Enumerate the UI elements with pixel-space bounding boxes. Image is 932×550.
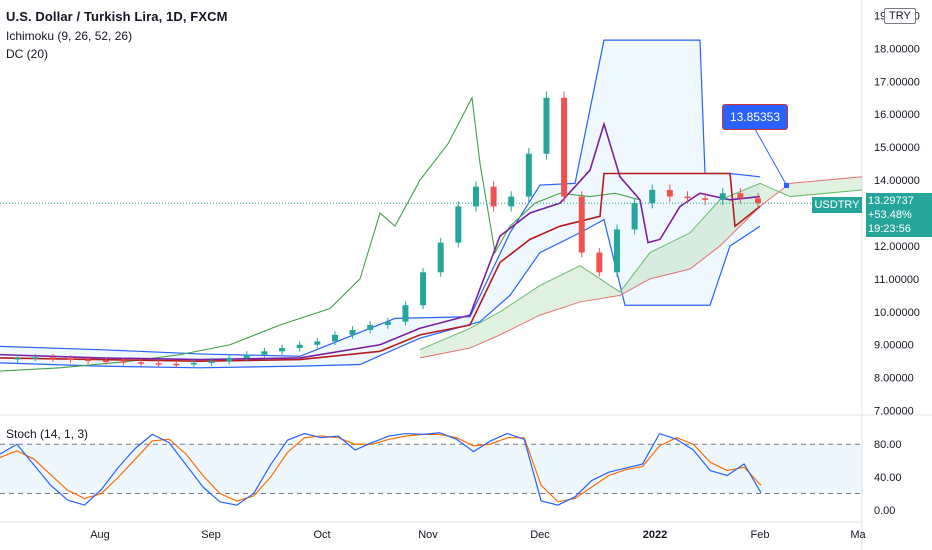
- stoch-band-fill: [0, 444, 862, 494]
- date-tick-label: Oct: [313, 529, 330, 541]
- ichimoku-span-a: [419, 182, 863, 351]
- price-tick-label: 18.00000: [874, 43, 920, 55]
- candle-body: [666, 189, 673, 197]
- candle-body: [437, 242, 444, 273]
- date-tick-label: Aug: [90, 529, 110, 541]
- currency-tag[interactable]: TRY: [884, 8, 916, 24]
- candle-body: [261, 351, 268, 355]
- price-tick-label: 7.00000: [874, 406, 914, 418]
- last-price-label: 13.29737 +53.48% 19:23:56: [866, 193, 932, 237]
- ichimoku-cloud: [420, 176, 862, 358]
- stoch-k-line: [0, 432, 762, 506]
- candle-body: [349, 329, 356, 335]
- donchian-upper-line: [0, 39, 761, 357]
- price-tick-label: 17.00000: [874, 76, 920, 88]
- last-price-value: 13.29737: [868, 195, 914, 207]
- candle-body: [49, 357, 56, 359]
- candle-body: [455, 206, 462, 243]
- candle-body: [190, 362, 197, 365]
- candle-body: [490, 186, 497, 207]
- candle-body: [314, 341, 321, 345]
- candle-body: [367, 324, 374, 330]
- candle-body: [331, 334, 338, 342]
- candle-body: [719, 193, 726, 200]
- candle-body: [508, 196, 515, 207]
- ichimoku-legend[interactable]: Ichimoku (9, 26, 52, 26): [6, 29, 133, 43]
- candle-body: [420, 272, 427, 306]
- price-tick-label: 11.00000: [874, 274, 919, 286]
- candle-body: [755, 198, 761, 204]
- candle-body: [543, 97, 550, 154]
- price-callout[interactable]: 13.85353: [722, 104, 788, 130]
- price-tick-label: 9.00000: [874, 340, 914, 352]
- donchian-legend[interactable]: DC (20): [6, 47, 49, 61]
- candle-body: [631, 203, 638, 230]
- candle-body: [384, 321, 391, 325]
- date-tick-label: Sep: [201, 529, 221, 541]
- stoch-tick-label: 40.00: [874, 472, 902, 484]
- price-change-value: +53.48%: [868, 209, 912, 221]
- candle-body: [737, 193, 744, 199]
- candle-body: [561, 97, 568, 197]
- stoch-d-line: [0, 433, 762, 503]
- candle-body: [155, 363, 162, 365]
- candle-body: [102, 360, 109, 363]
- candle-body: [613, 229, 620, 273]
- price-tick-label: 12.00000: [874, 241, 920, 253]
- callout-leader: [754, 128, 788, 187]
- candle-body: [120, 361, 127, 363]
- bar-countdown-value: 19:23:56: [868, 223, 911, 235]
- date-tick-label: Dec: [530, 529, 550, 541]
- candle-body: [296, 344, 303, 349]
- price-tick-label: 10.00000: [874, 307, 920, 319]
- ichimoku-base-line: [0, 172, 761, 363]
- candle-body: [208, 361, 215, 363]
- candle-body: [226, 357, 233, 362]
- ichimoku-lagging-span: [0, 95, 641, 372]
- donchian-fill: [0, 40, 760, 368]
- date-tick-label: Ma: [850, 529, 866, 541]
- date-tick-label: 2022: [643, 529, 667, 541]
- chart-title: U.S. Dollar / Turkish Lira, 1D, FXCM: [6, 9, 228, 24]
- candle-body: [173, 363, 180, 366]
- donchian-lower-line: [0, 218, 761, 369]
- candle-body: [596, 252, 603, 273]
- candle-body: [279, 348, 286, 352]
- price-tick-label: 16.00000: [874, 109, 920, 121]
- candle-body: [525, 153, 532, 197]
- candle-body: [32, 357, 39, 359]
- candle-body: [472, 186, 479, 207]
- stoch-tick-label: 80.00: [874, 439, 902, 451]
- callout-anchor: [784, 183, 789, 188]
- date-tick-label: Feb: [751, 529, 770, 541]
- symbol-label: USDTRY: [812, 197, 862, 213]
- ichimoku-conversion-line: [0, 121, 761, 361]
- candle-body: [243, 354, 250, 358]
- candle-body: [402, 305, 409, 322]
- stoch-tick-label: 0.00: [874, 505, 895, 517]
- candle-body: [67, 358, 74, 361]
- price-tick-label: 14.00000: [874, 175, 920, 187]
- candle-body: [649, 189, 656, 204]
- candle-body: [85, 359, 92, 362]
- candle-body: [14, 357, 21, 360]
- candle-body: [684, 196, 691, 199]
- candle-body: [578, 196, 585, 253]
- candle-body: [138, 362, 145, 364]
- price-tick-label: 8.00000: [874, 373, 914, 385]
- stochastic-legend[interactable]: Stoch (14, 1, 3): [6, 427, 89, 441]
- date-tick-label: Nov: [418, 529, 438, 541]
- price-tick-label: 15.00000: [874, 142, 920, 154]
- candle-body: [702, 198, 709, 200]
- ichimoku-span-b: [419, 176, 863, 359]
